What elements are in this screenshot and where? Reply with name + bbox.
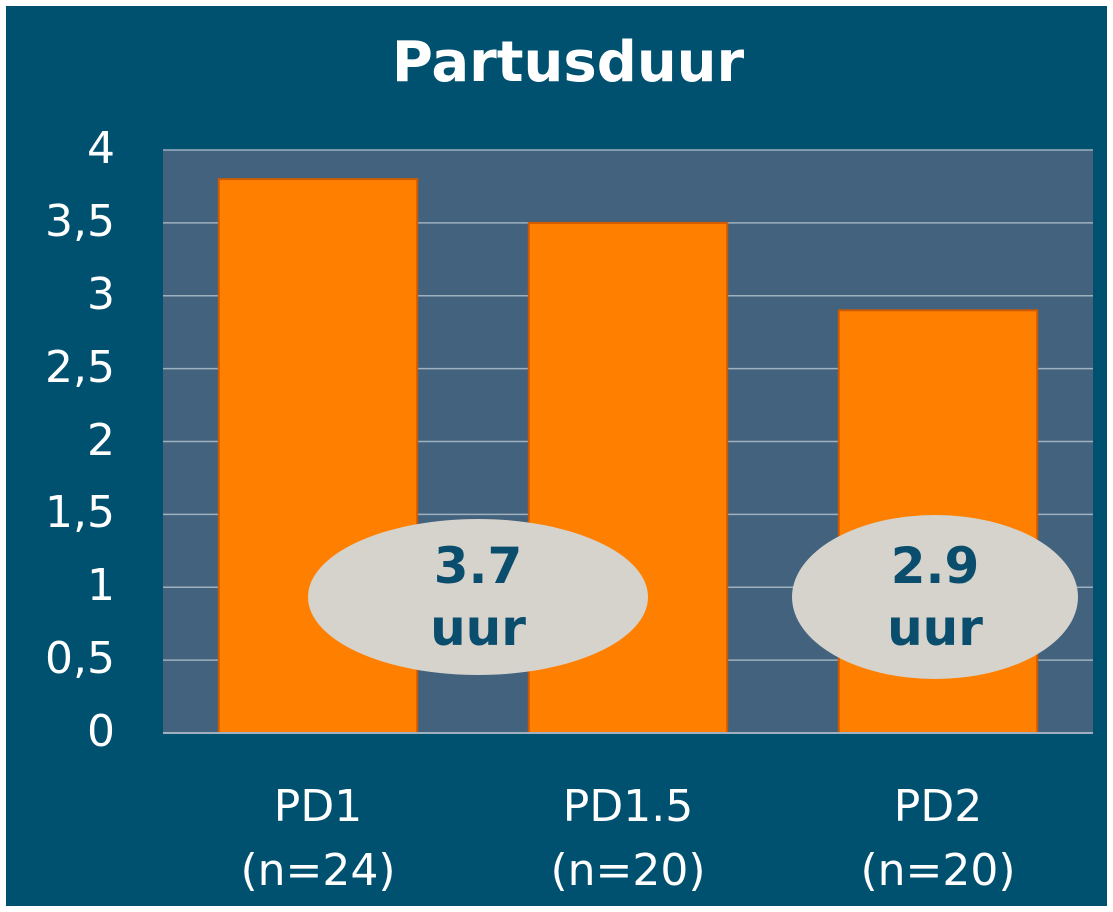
annotation-bubble <box>308 519 648 675</box>
y-tick-label: 0,5 <box>45 633 115 685</box>
y-tick-label: 4 <box>87 123 115 174</box>
y-tick-label: 2 <box>87 414 115 466</box>
x-tick-label: PD1.5 (n=20) <box>550 781 706 896</box>
y-tick-label: 0 <box>87 706 115 757</box>
y-tick-label: 1,5 <box>45 487 115 539</box>
y-tick-label: 3 <box>87 268 115 320</box>
annotation-bubble <box>792 515 1078 679</box>
y-tick-label: 1 <box>87 560 115 612</box>
annotation: 3.7 uur <box>430 537 526 657</box>
x-tick-label: PD1 (n=24) <box>240 781 396 896</box>
y-tick-label: 3,5 <box>45 195 115 247</box>
y-tick-label: 2,5 <box>45 341 115 393</box>
chart-title: Partusduur <box>391 30 745 95</box>
x-tick-label: PD2 (n=20) <box>860 781 1016 896</box>
annotation: 2.9 uur <box>887 537 983 657</box>
